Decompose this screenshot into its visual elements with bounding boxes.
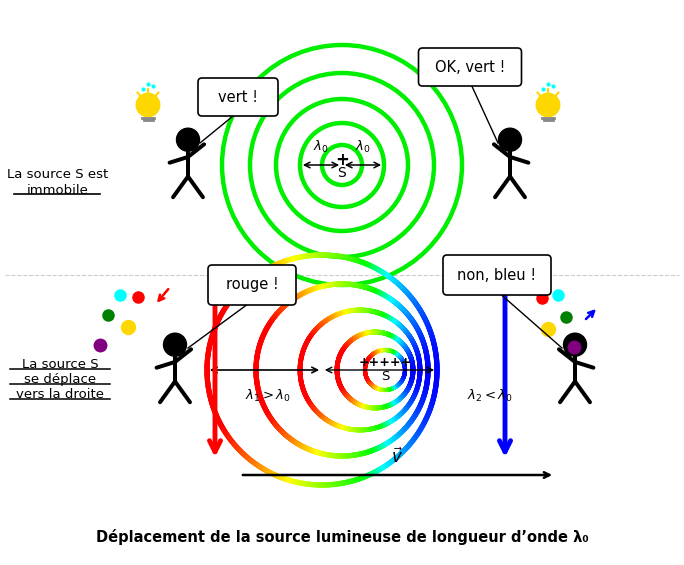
Text: OK, vert !: OK, vert ! <box>435 59 505 75</box>
Text: vert !: vert ! <box>218 89 258 105</box>
Text: $\lambda_2 < \lambda_0$: $\lambda_2 < \lambda_0$ <box>467 388 513 404</box>
Text: S: S <box>338 166 346 180</box>
Text: +: + <box>335 151 349 169</box>
Text: La source S: La source S <box>22 359 98 372</box>
Text: non, bleu !: non, bleu ! <box>458 267 536 282</box>
Circle shape <box>564 333 586 356</box>
Circle shape <box>176 128 200 151</box>
FancyBboxPatch shape <box>198 78 278 116</box>
Text: S: S <box>381 371 389 384</box>
Text: immobile: immobile <box>27 184 89 197</box>
Text: $\lambda_0$: $\lambda_0$ <box>355 139 371 155</box>
FancyBboxPatch shape <box>443 255 551 295</box>
Text: rouge !: rouge ! <box>226 277 278 293</box>
FancyBboxPatch shape <box>208 265 296 305</box>
Text: $\lambda_0$: $\lambda_0$ <box>313 139 329 155</box>
Text: se déplace: se déplace <box>24 373 96 386</box>
Text: vers la droite: vers la droite <box>16 389 104 402</box>
Text: La source S est: La source S est <box>8 168 109 181</box>
Circle shape <box>536 93 560 117</box>
Circle shape <box>499 128 521 151</box>
FancyBboxPatch shape <box>419 48 521 86</box>
Text: $\vec{v}$: $\vec{v}$ <box>391 447 403 467</box>
Circle shape <box>136 93 159 117</box>
Text: Déplacement de la source lumineuse de longueur d’onde λ₀: Déplacement de la source lumineuse de lo… <box>96 529 588 545</box>
Text: +++++: +++++ <box>358 357 412 370</box>
Text: $\lambda_1 > \lambda_0$: $\lambda_1 > \lambda_0$ <box>245 388 291 404</box>
Circle shape <box>163 333 187 356</box>
